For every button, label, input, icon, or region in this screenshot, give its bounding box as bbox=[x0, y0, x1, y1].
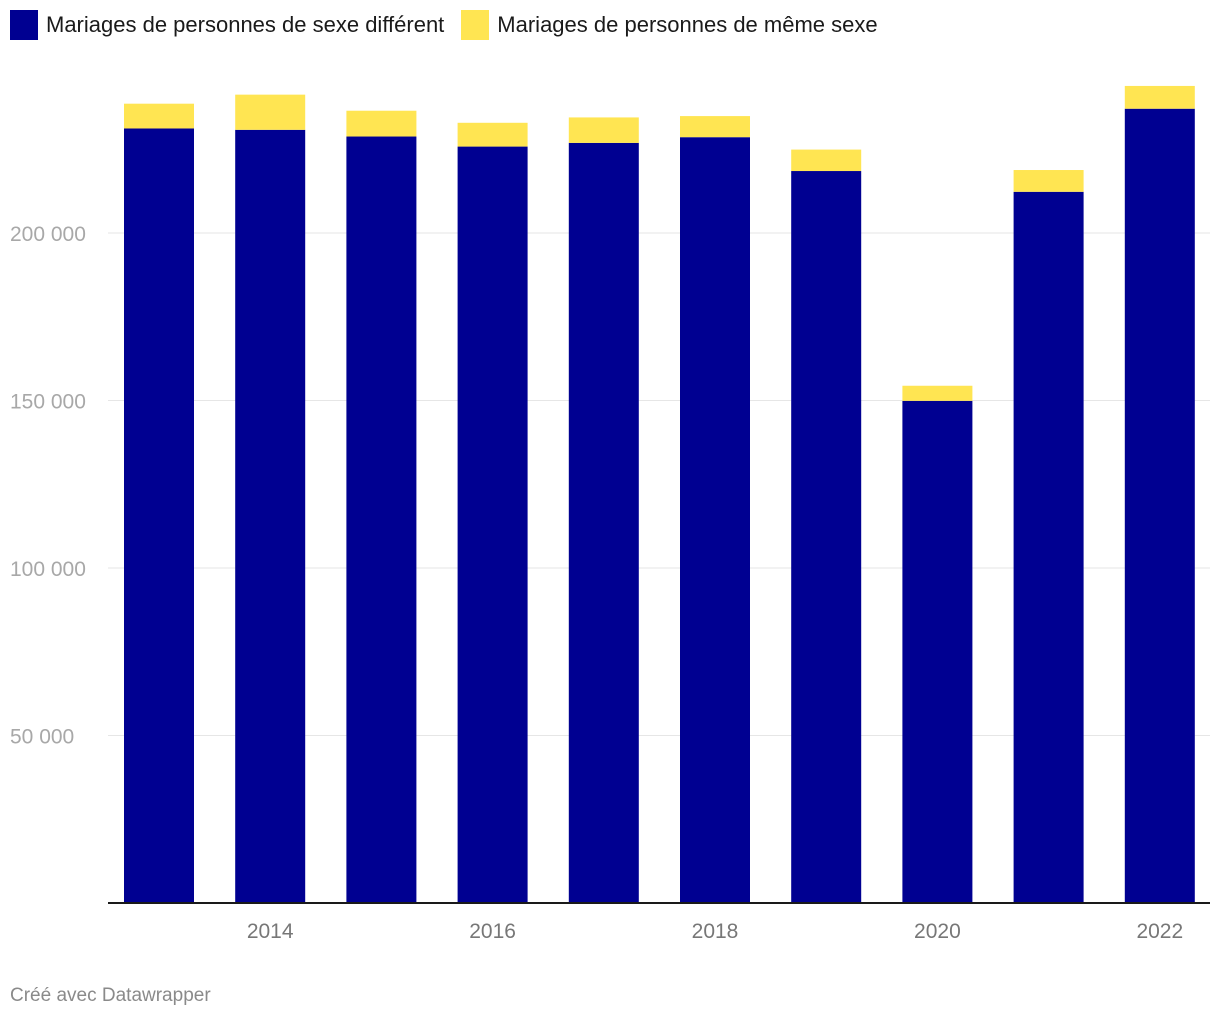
bar-same-sex bbox=[680, 116, 750, 138]
bar-same-sex bbox=[1124, 85, 1195, 109]
bar-different-sex bbox=[346, 136, 417, 903]
footer-credit: Créé avec Datawrapper bbox=[10, 985, 211, 1006]
legend-item-same-sex: Mariages de personnes de même sexe bbox=[461, 10, 878, 40]
bar-different-sex bbox=[235, 129, 306, 903]
bar-same-sex bbox=[457, 122, 528, 147]
bar-different-sex bbox=[568, 142, 639, 903]
bar-different-sex bbox=[124, 128, 194, 904]
bar-different-sex bbox=[680, 137, 750, 903]
x-tick-label: 2020 bbox=[914, 920, 961, 943]
bar-different-sex bbox=[457, 146, 528, 903]
legend-label-same-sex: Mariages de personnes de même sexe bbox=[497, 12, 878, 37]
bar-different-sex bbox=[1013, 191, 1084, 904]
bar-different-sex bbox=[902, 400, 973, 903]
legend-swatch-same-sex bbox=[461, 10, 490, 40]
legend-item-different-sex: Mariages de personnes de sexe différent bbox=[10, 10, 444, 40]
y-tick-label: 100 000 bbox=[10, 558, 86, 581]
bar-same-sex bbox=[1013, 170, 1084, 192]
bar-different-sex bbox=[791, 171, 862, 903]
bar-same-sex bbox=[902, 385, 973, 401]
stacked-bar-chart: 50 000 100 000 150 000 200 000 2014 2016 2018 2… bbox=[10, 85, 1210, 943]
bar-different-sex bbox=[1124, 108, 1195, 904]
x-tick-label: 2016 bbox=[469, 920, 516, 943]
bar-same-sex bbox=[346, 110, 417, 137]
y-tick-label: 150 000 bbox=[10, 391, 86, 414]
x-tick-label: 2022 bbox=[1136, 920, 1183, 943]
legend: Mariages de personnes de sexe différent … bbox=[10, 10, 895, 40]
legend-label-different-sex: Mariages de personnes de sexe différent bbox=[46, 12, 445, 37]
y-tick-label: 50 000 bbox=[10, 726, 74, 749]
bar-same-sex bbox=[791, 149, 862, 172]
bar-same-sex bbox=[568, 117, 639, 143]
y-tick-label: 200 000 bbox=[10, 223, 86, 246]
x-tick-label: 2014 bbox=[247, 920, 294, 943]
bar-same-sex bbox=[124, 103, 194, 129]
legend-swatch-different-sex bbox=[10, 10, 38, 40]
x-tick-label: 2018 bbox=[692, 920, 739, 943]
bar-same-sex bbox=[235, 94, 306, 130]
